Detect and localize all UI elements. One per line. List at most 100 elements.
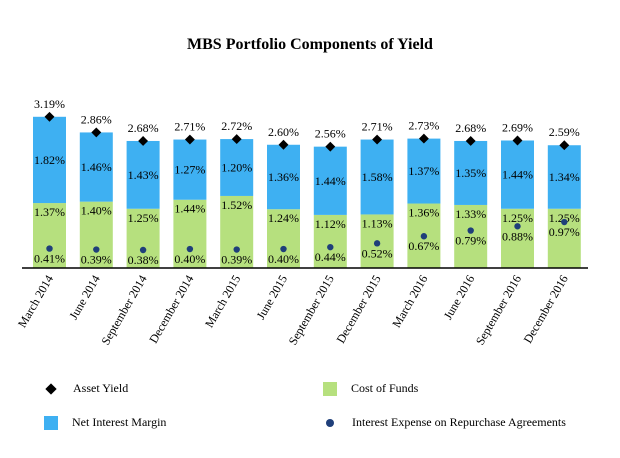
cost-of-funds-label: 1.24% [268,211,299,225]
net-interest-margin-label: 1.20% [221,161,252,175]
interest-expense-marker [467,227,474,234]
cost-of-funds-bar [126,208,160,268]
net-interest-margin-label: 1.35% [455,166,486,180]
asset-yield-marker [325,141,336,152]
legend-asset-yield: Asset Yield [44,381,128,396]
x-tick-label: June 2016 [441,273,478,322]
interest-expense-marker [186,245,194,253]
interest-expense-marker [420,233,428,240]
cost-of-funds-label: 1.25% [502,211,533,225]
asset-yield-label: 2.69% [502,120,533,134]
cost-of-funds-label: 1.40% [81,204,112,218]
asset-yield-marker [184,134,195,145]
net-interest-margin-bar [126,140,160,209]
net-interest-margin-bar [313,146,347,215]
asset-yield-label: 2.68% [128,121,159,135]
net-interest-margin-swatch [44,415,58,430]
asset-yield-marker [465,136,476,146]
x-tick-label: March 2016 [389,273,430,331]
net-interest-margin-bar [407,138,441,204]
interest-expense-label: 0.67% [408,239,439,253]
interest-expense-marker [93,246,100,253]
interest-expense-label: 0.40% [174,252,205,266]
asset-yield-label: 2.68% [455,121,486,135]
x-tick-label: September 2014 [98,273,149,348]
interest-expense-label: 0.44% [315,250,346,264]
x-tick-label: March 2014 [15,273,56,331]
cost-of-funds-label: 1.12% [315,217,346,231]
x-tick-label: December 2016 [521,273,571,346]
net-interest-margin-bar [220,139,254,196]
net-interest-margin-label: 1.82% [34,153,65,167]
cost-of-funds-label: 1.25% [549,211,580,225]
asset-yield-label: 2.60% [268,125,299,139]
net-interest-margin-label: 1.43% [128,168,159,182]
legend-interest-expense: Interest Expense on Repurchase Agreement… [323,415,566,430]
cost-of-funds-label: 1.52% [221,198,252,212]
x-tick-label: June 2014 [66,273,103,322]
cost-of-funds-bar [33,203,66,268]
asset-yield-marker [418,133,429,144]
asset-yield-marker [91,127,102,138]
interest-expense-label: 0.52% [362,246,393,260]
net-interest-margin-label: 1.27% [174,163,205,177]
net-interest-margin-label: 1.34% [549,170,580,184]
dot-icon [326,418,334,427]
net-interest-margin-bar [454,140,488,205]
x-tick-label: March 2015 [202,273,243,331]
net-interest-margin-label: 1.44% [502,168,533,182]
cost-of-funds-bar [547,208,581,268]
interest-expense-label: 0.39% [221,253,252,267]
interest-expense-label: 0.41% [34,252,65,266]
interest-expense-marker [46,245,53,252]
interest-expense-label: 0.97% [549,225,580,239]
cost-of-funds-bar [313,214,347,268]
interest-expense-label: 0.88% [502,229,533,243]
asset-yield-marker [138,136,149,146]
legend-cost-of-funds: Cost of Funds [323,381,418,396]
asset-yield-label: 2.72% [221,119,252,133]
asset-yield-label: 2.56% [315,127,346,141]
cost-of-funds-label: 1.37% [34,205,65,219]
interest-expense-marker [327,243,334,251]
interest-expense-marker [373,240,381,247]
legend-label-asset-yield: Asset Yield [73,381,129,395]
net-interest-margin-bar [360,139,394,215]
cost-of-funds-label: 1.25% [128,211,159,225]
interest-expense-label: 0.38% [128,253,159,267]
asset-yield-marker [512,135,523,146]
cost-of-funds-label: 1.33% [455,207,486,221]
asset-yield-marker [44,111,55,122]
asset-yield-label: 3.19% [34,97,65,111]
net-interest-margin-label: 1.36% [268,170,299,184]
interest-expense-label: 0.40% [268,252,299,266]
cost-of-funds-label: 1.36% [408,206,439,220]
asset-yield-marker [559,140,570,151]
x-tick-label: December 2015 [333,273,383,346]
legend-label-interest-expense: Interest Expense on Repurchase Agreement… [352,415,566,429]
interest-expense-marker [139,246,147,254]
cost-of-funds-bar [501,208,534,268]
cost-of-funds-label: 1.13% [362,216,393,230]
cost-of-funds-bar [220,195,254,268]
x-tick-label: September 2015 [286,273,337,348]
interest-expense-marker [514,223,521,230]
x-tick-label: September 2016 [473,273,524,348]
net-interest-margin-bar [33,116,66,204]
net-interest-margin-bar [173,139,207,200]
net-interest-margin-bar [79,132,113,202]
interest-expense-marker [561,218,568,226]
asset-yield-label: 2.71% [174,120,205,134]
net-interest-margin-bar [547,145,581,209]
interest-expense-marker [233,246,240,253]
asset-yield-marker [278,139,289,150]
legend-net-interest-margin: Net Interest Margin [44,415,166,430]
diamond-icon [45,382,57,395]
asset-yield-marker [231,134,242,145]
cost-of-funds-bar [173,199,207,268]
legend-label-cost-of-funds: Cost of Funds [351,381,419,395]
asset-yield-label: 2.73% [408,119,439,133]
cost-of-funds-bar [454,204,488,268]
asset-yield-label: 2.71% [362,120,393,134]
